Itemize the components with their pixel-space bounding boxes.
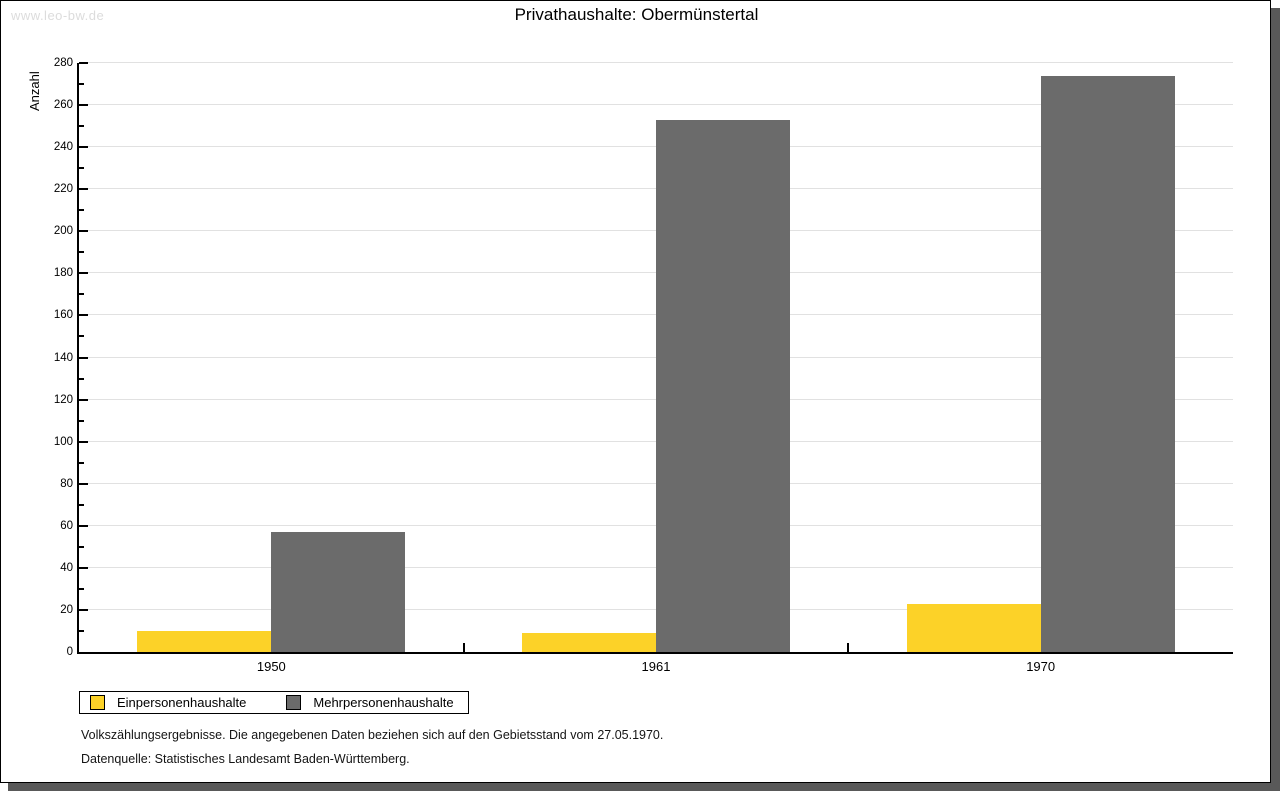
legend-entry: Mehrpersonenhaushalte bbox=[286, 695, 454, 710]
y-axis-tick-label: 260 bbox=[53, 99, 73, 112]
y-axis-major-tick bbox=[79, 314, 88, 317]
x-axis-tick-label: 1961 bbox=[641, 659, 671, 674]
legend-label: Mehrpersonenhaushalte bbox=[313, 695, 454, 710]
y-axis-minor-tick bbox=[79, 419, 84, 422]
y-axis-tick-label: 160 bbox=[53, 309, 73, 322]
x-axis-tick-label: 1970 bbox=[1026, 659, 1056, 674]
bar-einpersonenhaushalte bbox=[522, 633, 656, 652]
y-axis-major-tick bbox=[79, 440, 88, 443]
y-axis-minor-tick bbox=[79, 629, 84, 632]
y-axis-major-tick bbox=[79, 524, 88, 527]
y-axis-minor-tick bbox=[79, 125, 84, 128]
y-axis-major-tick bbox=[79, 272, 88, 275]
y-axis-major-tick bbox=[79, 62, 88, 64]
x-axis-tick bbox=[847, 643, 850, 652]
legend-entry: Einpersonenhaushalte bbox=[90, 695, 246, 710]
y-axis-major-tick bbox=[79, 608, 88, 611]
y-axis-minor-tick bbox=[79, 545, 84, 548]
watermark: www.leo-bw.de bbox=[11, 8, 105, 23]
frame-shadow-bottom bbox=[8, 783, 1280, 791]
y-axis-minor-tick bbox=[79, 251, 84, 254]
y-axis-tick-label: 80 bbox=[60, 477, 73, 490]
chart-title: Privathaushalte: Obermünstertal bbox=[514, 5, 759, 24]
y-axis-major-tick bbox=[79, 398, 88, 401]
y-axis-tick-label: 220 bbox=[53, 183, 73, 196]
y-axis-major-tick bbox=[79, 146, 88, 149]
y-axis-tick-label: 240 bbox=[53, 141, 73, 154]
y-axis-major-tick bbox=[79, 356, 88, 359]
bar-einpersonenhaushalte bbox=[906, 603, 1041, 652]
y-axis-minor-tick bbox=[79, 83, 84, 86]
y-axis-major-tick bbox=[79, 482, 88, 485]
x-axis-tick bbox=[462, 643, 465, 652]
legend-label: Einpersonenhaushalte bbox=[117, 695, 247, 710]
y-axis-tick-label: 140 bbox=[53, 351, 73, 364]
y-axis-minor-tick bbox=[79, 587, 84, 590]
y-axis-tick-label: 0 bbox=[66, 646, 73, 658]
y-axis-tick-label: 100 bbox=[53, 435, 73, 448]
bar-mehrpersonenhaushalte bbox=[656, 119, 790, 652]
y-axis-minor-tick bbox=[79, 293, 84, 296]
y-axis-tick-label: 120 bbox=[53, 393, 73, 406]
legend: Einpersonenhaushalte Mehrpersonenhaushalt… bbox=[79, 691, 469, 714]
y-axis-minor-tick bbox=[79, 335, 84, 338]
frame-shadow-right bbox=[1271, 8, 1280, 791]
y-axis-minor-tick bbox=[79, 503, 84, 506]
y-axis-tick-label: 20 bbox=[60, 603, 73, 616]
y-axis-minor-tick bbox=[79, 461, 84, 464]
legend-swatch bbox=[286, 695, 302, 710]
y-axis-major-tick bbox=[79, 230, 88, 233]
gridline bbox=[79, 62, 1233, 63]
y-axis-major-tick bbox=[79, 566, 88, 569]
y-axis-minor-tick bbox=[79, 167, 84, 170]
y-axis-tick-label: 280 bbox=[53, 57, 73, 69]
legend-swatch bbox=[90, 695, 105, 710]
x-axis-tick-label: 1950 bbox=[256, 659, 286, 674]
y-axis-tick-label: 60 bbox=[60, 519, 73, 532]
y-axis-major-tick bbox=[79, 188, 88, 191]
gridline bbox=[79, 104, 1233, 106]
footnote-data-source: Datenquelle: Statistisches Landesamt Bad… bbox=[81, 752, 410, 766]
plot-area: 0 20 40 60 80 100 120 140 160 180 200 220 240 260 280 1… bbox=[54, 57, 1233, 674]
bar-mehrpersonenhaushalte bbox=[271, 532, 406, 652]
bar-einpersonenhaushalte bbox=[137, 630, 272, 652]
bar-mehrpersonenhaushalte bbox=[1040, 75, 1175, 652]
y-axis-tick-label: 200 bbox=[53, 225, 73, 238]
y-axis-tick-label: 40 bbox=[60, 561, 73, 574]
y-axis-minor-tick bbox=[79, 209, 84, 212]
y-axis-major-tick bbox=[79, 104, 88, 107]
y-axis-minor-tick bbox=[79, 377, 84, 380]
y-axis-tick-label: 180 bbox=[53, 267, 73, 280]
footnote-source-note: Volkszählungsergebnisse. Die angegebenen… bbox=[81, 728, 664, 742]
